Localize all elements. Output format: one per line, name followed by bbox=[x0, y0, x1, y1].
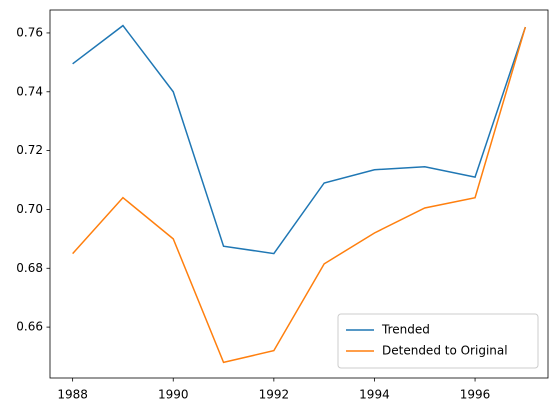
y-tick-label: 0.74 bbox=[16, 84, 43, 98]
y-tick-label: 0.76 bbox=[16, 25, 43, 39]
y-tick-label: 0.70 bbox=[16, 202, 43, 216]
axes-frame bbox=[49, 9, 549, 379]
y-tick-label: 0.68 bbox=[16, 261, 43, 275]
x-tick-label: 1994 bbox=[359, 388, 390, 402]
y-tick-label: 0.66 bbox=[16, 320, 43, 334]
y-tick-label: 0.72 bbox=[16, 143, 43, 157]
legend-label: Trended bbox=[381, 323, 430, 337]
line bbox=[72, 24, 527, 255]
line bbox=[72, 26, 527, 364]
x-tick-label: 1990 bbox=[158, 388, 189, 402]
x-tick-label: 1996 bbox=[460, 388, 491, 402]
legend-label: Detended to Original bbox=[382, 344, 508, 358]
legend-box bbox=[337, 313, 539, 369]
x-tick-label: 1992 bbox=[259, 388, 290, 402]
x-tick-label: 1988 bbox=[57, 388, 88, 402]
